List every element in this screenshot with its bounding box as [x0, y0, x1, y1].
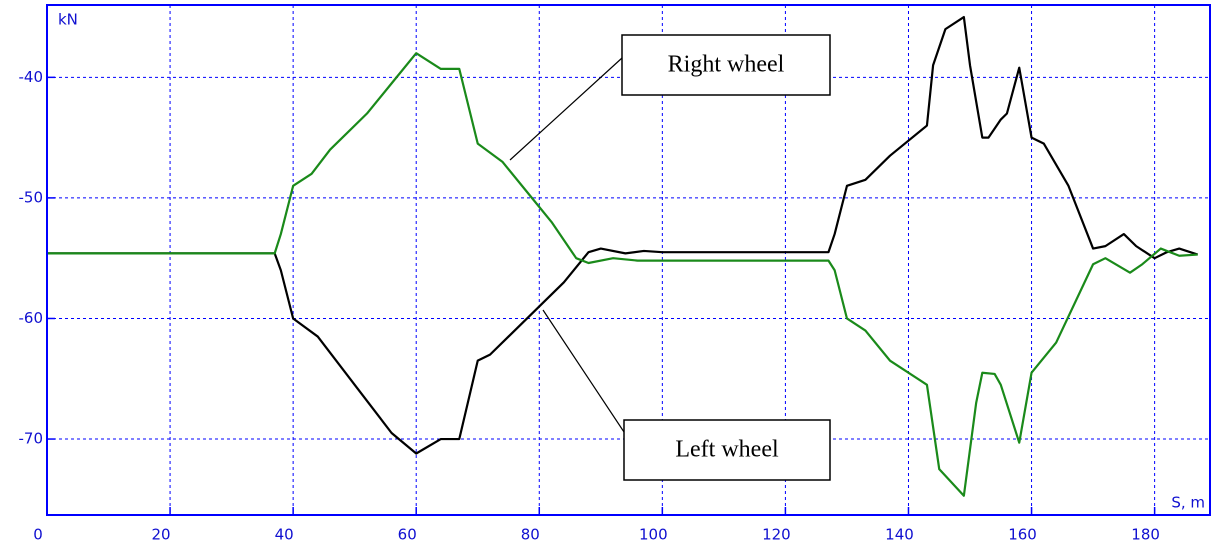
y-tick-label: -60	[19, 309, 44, 327]
annotation: Right wheel	[668, 52, 785, 78]
y-tick-label: -40	[19, 68, 44, 86]
x-tick-label: 140	[885, 526, 914, 544]
leader-line	[542, 309, 625, 433]
series-line	[47, 15, 1199, 455]
x-tick-label: 100	[639, 526, 668, 544]
x-tick-label: 120	[762, 526, 791, 544]
x-tick-label: 160	[1008, 526, 1037, 544]
annotation: Left wheel	[675, 437, 779, 463]
y-tick-label: -70	[19, 430, 44, 448]
leader-line	[509, 57, 623, 161]
x-tick-label: 40	[275, 526, 294, 544]
x-tick-label: 60	[398, 526, 417, 544]
annotation-box	[621, 34, 831, 96]
x-tick-label: 0	[33, 526, 43, 544]
lines	[47, 15, 1199, 497]
x-tick-label: 180	[1131, 526, 1160, 544]
x-tick-label: 20	[152, 526, 171, 544]
annotation-box	[623, 419, 831, 481]
y-axis-label: kN	[58, 11, 78, 29]
plot-frame	[46, 4, 1211, 516]
x-axis-label: S, m	[1171, 494, 1205, 512]
x-tick-label: 80	[521, 526, 540, 544]
y-tick-label: -50	[19, 188, 44, 206]
series-line	[47, 52, 1198, 497]
